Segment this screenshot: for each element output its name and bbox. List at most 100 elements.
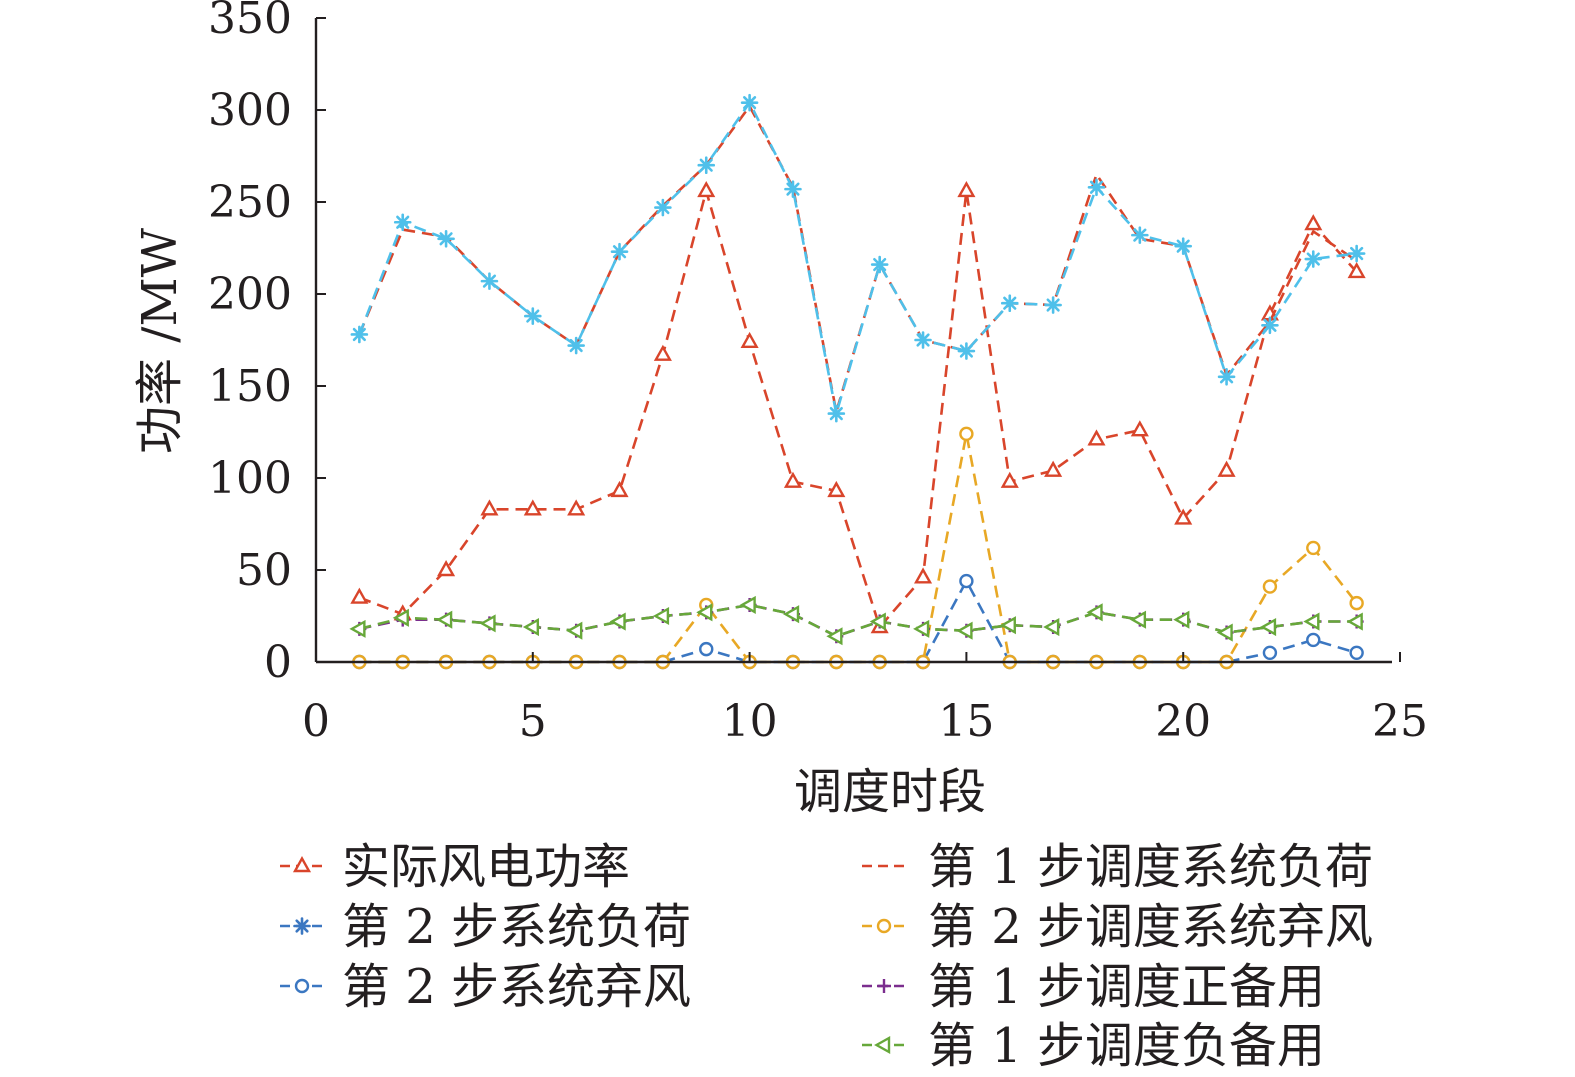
- series-layer: [349, 93, 1366, 670]
- plot-area: 0 50 100 150 200 250 300 350 0 5 10 15 20 25: [208, 0, 1428, 747]
- series-6-point-22: [1303, 612, 1320, 631]
- series-5: [352, 597, 1364, 644]
- series-6-point-9: [739, 595, 756, 615]
- series-0-point-5: [567, 499, 586, 516]
- series-6-point-17: [1086, 603, 1103, 622]
- y-tick-label-2: 100: [208, 453, 292, 504]
- series-6-point-19: [1173, 610, 1190, 629]
- legend-item-right-2: 第 1 步调度正备用: [862, 959, 1325, 1015]
- series-0-point-23: [1347, 261, 1366, 279]
- legend-swatch-marker: [874, 1035, 891, 1055]
- series-2-point-3: [480, 272, 499, 290]
- x-tick-label-4: 20: [1155, 696, 1211, 747]
- series-line-1: [358, 105, 1358, 414]
- series-2-point-8: [697, 156, 716, 174]
- series-0-point-13: [913, 567, 933, 584]
- series-3-point-22: [1306, 540, 1321, 556]
- series-2-point-11: [827, 404, 846, 423]
- series-2-point-15: [1000, 294, 1019, 312]
- series-0-point-7: [653, 344, 672, 361]
- x-tick-label-3: 15: [938, 696, 994, 747]
- series-2-point-10: [784, 180, 802, 198]
- series-2: [350, 93, 1366, 423]
- series-6-point-15: [999, 616, 1016, 635]
- y-tick-label-0: 0: [264, 637, 292, 688]
- legend-swatch-marker: [292, 856, 312, 873]
- series-6-point-20: [1216, 623, 1233, 642]
- legend-label: 第 1 步调度负备用: [928, 1018, 1325, 1074]
- legend-swatch-marker: [294, 978, 310, 994]
- series-4-point-21: [1262, 645, 1278, 660]
- x-tick-label-2: 10: [722, 696, 778, 747]
- legend-item-left-1: 第 2 步系统负荷: [280, 899, 691, 955]
- legend-label: 第 2 步系统负荷: [342, 899, 691, 955]
- legend-item-left-0: 实际风电功率: [280, 839, 630, 895]
- legend-item-right-0: 第 1 步调度系统负荷: [862, 839, 1373, 895]
- series-6-point-18: [1129, 610, 1147, 629]
- series-4-point-14: [959, 573, 974, 589]
- series-6-point-12: [869, 612, 886, 631]
- series-2-point-5: [567, 336, 585, 355]
- legend-label: 第 1 步调度系统负荷: [928, 839, 1373, 895]
- series-line-6: [359, 603, 1357, 638]
- legend-item-right-1: 第 2 步调度系统弃风: [862, 899, 1373, 955]
- series-2-point-1: [393, 213, 412, 232]
- series-2-point-14: [957, 342, 976, 360]
- series-4-point-23: [1349, 645, 1364, 660]
- series-1: [358, 105, 1358, 414]
- axes: 0 50 100 150 200 250 300 350 0 5 10 15 20 25: [208, 0, 1428, 747]
- series-0-point-16: [1044, 460, 1063, 477]
- series-line-4: [359, 579, 1357, 664]
- series-6-point-13: [913, 619, 930, 638]
- y-axis-title: 功率 /MW: [132, 227, 188, 454]
- series-4-point-8: [699, 641, 714, 657]
- series-line-5: [359, 603, 1357, 638]
- series-0-point-18: [1130, 420, 1149, 437]
- series-0-point-19: [1174, 508, 1193, 525]
- series-2-point-6: [610, 242, 629, 261]
- series-2-point-9: [740, 93, 759, 112]
- legend-swatch-marker: [877, 979, 891, 993]
- series-3-point-21: [1262, 579, 1278, 594]
- y-tick-label-7: 350: [208, 0, 292, 44]
- legend-swatch-marker: [293, 917, 311, 935]
- series-6-point-14: [956, 621, 973, 640]
- series-2-point-13: [914, 331, 932, 349]
- legend-item-right-3: 第 1 步调度负备用: [862, 1018, 1325, 1074]
- legend-label: 第 1 步调度正备用: [928, 959, 1325, 1015]
- series-2-point-21: [1261, 316, 1279, 335]
- series-0-point-11: [827, 480, 846, 498]
- x-tick-label-1: 5: [519, 696, 547, 747]
- series-2-point-2: [437, 230, 455, 248]
- series-2-point-0: [350, 325, 369, 344]
- legend-swatch-marker: [876, 918, 892, 934]
- series-6-point-3: [479, 614, 496, 633]
- series-0-point-10: [783, 471, 803, 488]
- series-0-point-22: [1304, 214, 1323, 231]
- series-6-point-21: [1259, 617, 1277, 637]
- legend-label: 第 2 步调度系统弃风: [928, 899, 1373, 955]
- series-line-0: [358, 189, 1358, 629]
- legend-label: 第 2 步系统弃风: [342, 959, 691, 1015]
- legend-label: 实际风电功率: [342, 839, 630, 895]
- series-6-point-7: [652, 606, 670, 626]
- series-2-point-12: [870, 255, 889, 274]
- series-3-point-23: [1349, 595, 1364, 611]
- series-6-point-16: [1043, 617, 1060, 637]
- series-0-point-15: [1000, 471, 1019, 488]
- series-6-point-8: [696, 603, 713, 622]
- series-3: [352, 426, 1364, 670]
- series-0-point-4: [523, 499, 542, 516]
- series-0-point-17: [1087, 429, 1106, 446]
- series-0-point-8: [697, 181, 716, 198]
- series-3-point-14: [959, 426, 974, 442]
- series-2-point-20: [1217, 368, 1236, 386]
- series-0-point-0: [350, 587, 369, 604]
- series-2-point-4: [524, 307, 542, 325]
- series-2-point-19: [1174, 237, 1192, 255]
- y-tick-label-6: 300: [208, 85, 292, 136]
- x-tick-label-0: 0: [302, 696, 330, 747]
- series-2-point-16: [1044, 296, 1062, 314]
